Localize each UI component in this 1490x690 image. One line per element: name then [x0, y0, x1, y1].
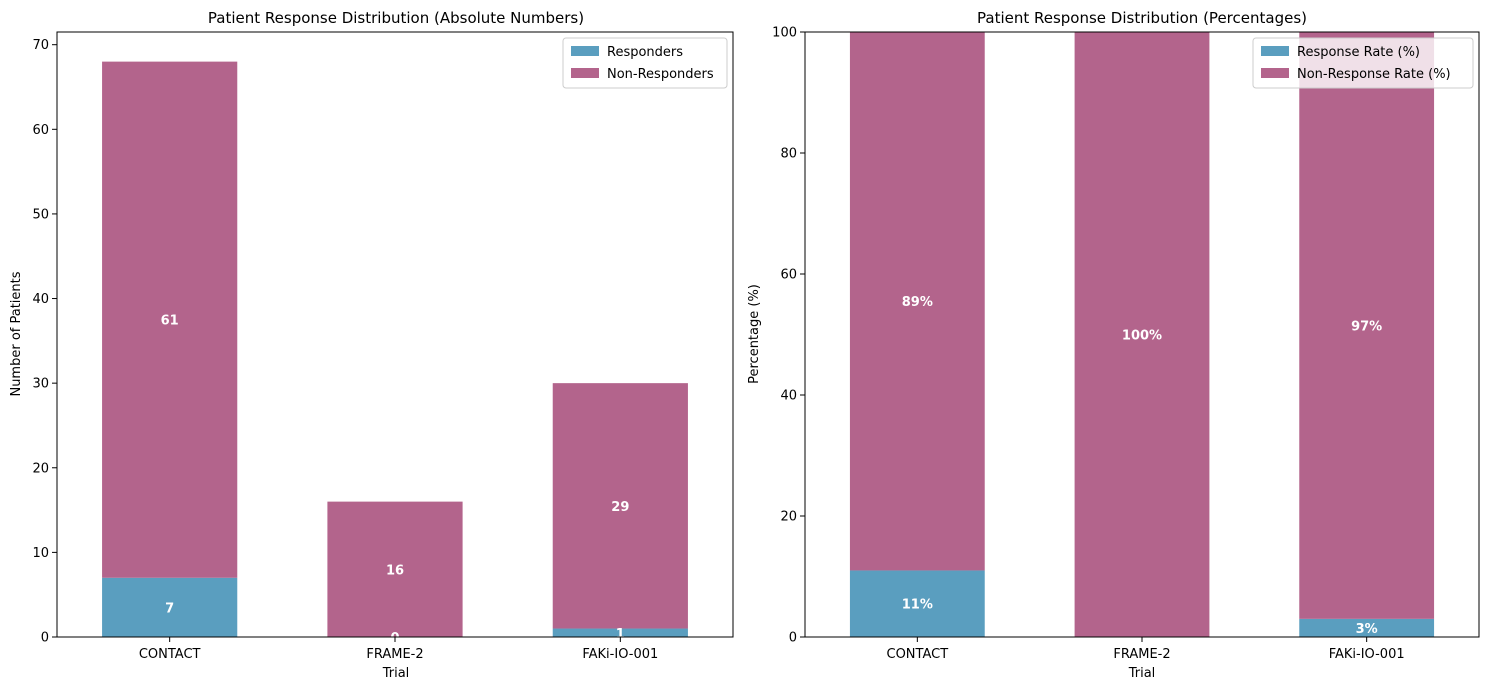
legend-entry: Non-Response Rate (%) [1297, 67, 1451, 82]
y-tick-label: 30 [32, 377, 49, 392]
bar-value-label: 1 [616, 627, 625, 642]
y-tick-label: 100 [772, 26, 797, 41]
legend-swatch [571, 68, 599, 78]
bar-value-label: 11% [902, 598, 933, 613]
y-tick-label: 80 [780, 147, 797, 162]
legend: Response Rate (%) Non-Response Rate (%) [1252, 37, 1474, 89]
bar-value-label: 7 [165, 601, 174, 616]
y-tick-label: 0 [789, 631, 797, 646]
bar-value-label: 61 [161, 314, 179, 329]
axes: 0 20 40 60 80 100 CONTACT FRAME-2 FAKi-IO-001 [772, 26, 1480, 662]
bar-non-responders-frame-2 [327, 501, 463, 637]
legend-swatch [571, 46, 599, 56]
bars [102, 61, 688, 637]
bar-value-label: 29 [611, 500, 629, 515]
chart-absolute: Patient Response Distribution (Absolute … [9, 9, 734, 681]
bar-non-response-rate-frame-2 [1074, 32, 1210, 637]
bars [849, 32, 1435, 637]
x-tick-label: FAKi-IO-001 [1329, 647, 1405, 662]
legend-box [1252, 37, 1474, 89]
x-tick-label: FRAME-2 [366, 647, 423, 662]
y-tick-label: 40 [780, 389, 797, 404]
bar-labels: 11% 89% 100% 3% 97% [902, 295, 1382, 637]
y-tick-label: 50 [32, 207, 49, 222]
legend-box [562, 37, 728, 89]
x-axis-label: Trial [1128, 666, 1156, 681]
y-axis-label: Number of Patients [9, 271, 24, 396]
legend: Responders Non-Responders [562, 37, 728, 89]
bar-non-responders-faki-io-001 [552, 383, 688, 629]
bar-non-responders-contact [102, 61, 238, 578]
legend-entry: Responders [607, 45, 683, 60]
bar-value-label: 3% [1356, 622, 1378, 637]
bar-value-label: 97% [1351, 319, 1382, 334]
x-axis-label: Trial [382, 666, 410, 681]
chart-title: Patient Response Distribution (Absolute … [208, 9, 584, 27]
y-tick-label: 20 [780, 510, 797, 525]
chart-percentages: Patient Response Distribution (Percentag… [747, 9, 1480, 681]
bar-value-label: 100% [1122, 329, 1162, 344]
bar-responders-faki-io-001 [552, 628, 688, 637]
y-tick-label: 60 [780, 268, 797, 283]
y-tick-label: 0 [41, 631, 49, 646]
bar-response-rate-faki-io-001 [1299, 618, 1435, 637]
y-tick-label: 10 [32, 546, 49, 561]
y-tick-label: 40 [32, 292, 49, 307]
legend-swatch [1261, 46, 1289, 56]
x-tick-label: FAKi-IO-001 [582, 647, 658, 662]
x-tick-label: FRAME-2 [1113, 647, 1170, 662]
x-tick-label: CONTACT [887, 647, 949, 662]
y-tick-label: 20 [32, 461, 49, 476]
legend-swatch [1261, 68, 1289, 78]
y-tick-label: 60 [32, 123, 49, 138]
bar-value-label: 89% [902, 295, 933, 310]
y-axis-label: Percentage (%) [747, 284, 762, 384]
bar-responders-contact [102, 577, 238, 637]
x-tick-label: CONTACT [139, 647, 201, 662]
y-tick-label: 70 [32, 38, 49, 53]
bar-non-response-rate-faki-io-001 [1299, 32, 1435, 619]
chart-title: Patient Response Distribution (Percentag… [977, 9, 1307, 27]
bar-response-rate-contact [849, 570, 985, 637]
legend-entry: Response Rate (%) [1297, 45, 1420, 60]
legend-entry: Non-Responders [607, 67, 714, 82]
bar-non-response-rate-contact [849, 32, 985, 571]
axes: 0 10 20 30 40 50 60 70 CONTACT FRAME-2 FAKi-IO-001 [32, 31, 734, 662]
bar-value-label: 16 [386, 563, 404, 578]
